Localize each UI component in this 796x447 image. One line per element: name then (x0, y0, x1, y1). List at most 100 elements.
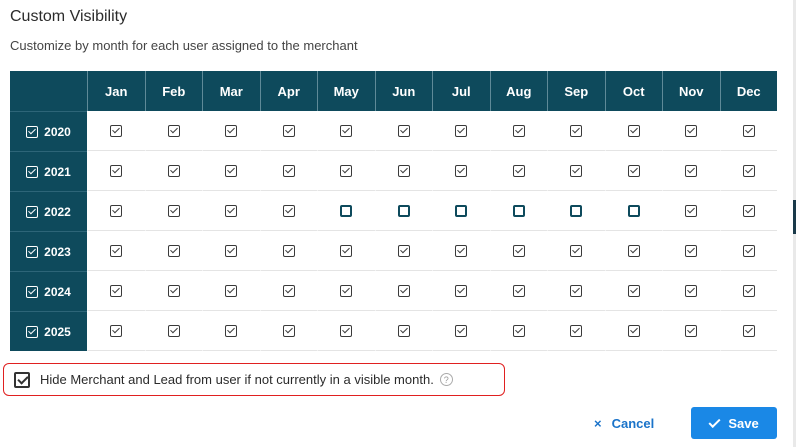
month-cell (662, 231, 720, 271)
month-checkbox-2021-sep[interactable] (570, 164, 583, 177)
month-checkbox-2025-sep[interactable] (570, 324, 583, 337)
month-checkbox-2021-mar[interactable] (225, 164, 238, 177)
year-header-2023[interactable]: 2023 (10, 231, 87, 271)
month-checkbox-2024-jan[interactable] (110, 284, 123, 297)
month-checkbox-2023-sep[interactable] (570, 244, 583, 257)
month-checkbox-2022-mar[interactable] (225, 204, 238, 217)
month-checkbox-2021-aug[interactable] (512, 164, 525, 177)
month-checkbox-2024-mar[interactable] (225, 284, 238, 297)
year-checkbox-2024[interactable] (26, 285, 39, 298)
month-checkbox-2023-may[interactable] (340, 244, 353, 257)
month-checkbox-2025-jul[interactable] (455, 324, 468, 337)
year-checkbox-2023[interactable] (26, 245, 39, 258)
month-checkbox-2020-mar[interactable] (225, 124, 238, 137)
month-checkbox-2022-nov[interactable] (685, 204, 698, 217)
month-checkbox-2024-may[interactable] (340, 284, 353, 297)
month-checkbox-2022-jun[interactable] (397, 204, 410, 217)
month-cell (432, 151, 490, 191)
month-checkbox-2021-jan[interactable] (110, 164, 123, 177)
scrollbar-thumb[interactable] (793, 200, 796, 234)
month-cell (432, 311, 490, 351)
question-circle-icon[interactable]: ? (439, 373, 453, 386)
year-header-2021[interactable]: 2021 (10, 151, 87, 191)
month-checkbox-2023-nov[interactable] (685, 244, 698, 257)
month-checkbox-2021-oct[interactable] (627, 164, 640, 177)
month-checkbox-2025-dec[interactable] (742, 324, 755, 337)
month-checkbox-2020-dec[interactable] (742, 124, 755, 137)
month-checkbox-2020-aug[interactable] (512, 124, 525, 137)
month-checkbox-2023-aug[interactable] (512, 244, 525, 257)
month-checkbox-2025-oct[interactable] (627, 324, 640, 337)
month-checkbox-2020-nov[interactable] (685, 124, 698, 137)
month-checkbox-2024-aug[interactable] (512, 284, 525, 297)
month-checkbox-2023-jul[interactable] (455, 244, 468, 257)
month-checkbox-2022-dec[interactable] (742, 204, 755, 217)
month-header-jan: Jan (87, 71, 145, 111)
month-checkbox-2020-sep[interactable] (570, 124, 583, 137)
month-checkbox-2023-dec[interactable] (742, 244, 755, 257)
month-checkbox-2025-jan[interactable] (110, 324, 123, 337)
month-checkbox-2023-apr[interactable] (282, 244, 295, 257)
month-cell (719, 231, 777, 271)
month-checkbox-2025-apr[interactable] (282, 324, 295, 337)
month-checkbox-2023-feb[interactable] (167, 244, 180, 257)
year-checkbox-2022[interactable] (26, 205, 39, 218)
month-checkbox-2021-nov[interactable] (685, 164, 698, 177)
month-checkbox-2021-apr[interactable] (282, 164, 295, 177)
month-checkbox-2025-jun[interactable] (397, 324, 410, 337)
month-checkbox-2024-apr[interactable] (282, 284, 295, 297)
hide-merchant-checkbox[interactable] (14, 371, 30, 388)
month-checkbox-2022-sep[interactable] (570, 204, 583, 217)
month-cell (374, 191, 432, 231)
month-checkbox-2022-oct[interactable] (627, 204, 640, 217)
year-header-2025[interactable]: 2025 (10, 311, 87, 351)
cancel-button[interactable]: × Cancel (594, 408, 654, 438)
month-checkbox-2024-oct[interactable] (627, 284, 640, 297)
month-cell (87, 311, 145, 351)
hide-merchant-option[interactable]: Hide Merchant and Lead from user if not … (3, 363, 505, 396)
month-checkbox-2024-jun[interactable] (397, 284, 410, 297)
month-checkbox-2025-feb[interactable] (167, 324, 180, 337)
month-checkbox-2020-apr[interactable] (282, 124, 295, 137)
month-checkbox-2024-dec[interactable] (742, 284, 755, 297)
month-checkbox-2021-dec[interactable] (742, 164, 755, 177)
month-checkbox-2021-jul[interactable] (455, 164, 468, 177)
month-checkbox-2025-mar[interactable] (225, 324, 238, 337)
year-header-2024[interactable]: 2024 (10, 271, 87, 311)
month-checkbox-2024-sep[interactable] (570, 284, 583, 297)
month-checkbox-2023-oct[interactable] (627, 244, 640, 257)
month-checkbox-2020-jan[interactable] (110, 124, 123, 137)
year-checkbox-2025[interactable] (26, 325, 39, 338)
month-checkbox-2023-mar[interactable] (225, 244, 238, 257)
month-checkbox-2021-may[interactable] (340, 164, 353, 177)
month-checkbox-2024-nov[interactable] (685, 284, 698, 297)
month-checkbox-2023-jun[interactable] (397, 244, 410, 257)
month-checkbox-2024-feb[interactable] (167, 284, 180, 297)
month-checkbox-2023-jan[interactable] (110, 244, 123, 257)
month-checkbox-2022-may[interactable] (340, 204, 353, 217)
month-checkbox-2020-oct[interactable] (627, 124, 640, 137)
month-checkbox-2020-jul[interactable] (455, 124, 468, 137)
save-button[interactable]: Save (691, 407, 777, 439)
year-checkbox-2020[interactable] (26, 125, 39, 138)
month-checkbox-2022-jul[interactable] (455, 204, 468, 217)
year-checkbox-2021[interactable] (26, 165, 39, 178)
month-header-oct: Oct (604, 71, 663, 111)
month-checkbox-2024-jul[interactable] (455, 284, 468, 297)
month-checkbox-2022-feb[interactable] (167, 204, 180, 217)
month-checkbox-2020-feb[interactable] (167, 124, 180, 137)
month-checkbox-2020-jun[interactable] (397, 124, 410, 137)
month-checkbox-2025-aug[interactable] (512, 324, 525, 337)
month-checkbox-2020-may[interactable] (340, 124, 353, 137)
month-header-jun: Jun (374, 71, 433, 111)
month-cell (87, 231, 145, 271)
month-checkbox-2022-apr[interactable] (282, 204, 295, 217)
month-checkbox-2025-may[interactable] (340, 324, 353, 337)
month-checkbox-2025-nov[interactable] (685, 324, 698, 337)
month-checkbox-2021-jun[interactable] (397, 164, 410, 177)
month-checkbox-2021-feb[interactable] (167, 164, 180, 177)
year-header-2022[interactable]: 2022 (10, 191, 87, 231)
month-checkbox-2022-jan[interactable] (110, 204, 123, 217)
year-header-2020[interactable]: 2020 (10, 111, 87, 151)
month-checkbox-2022-aug[interactable] (512, 204, 525, 217)
